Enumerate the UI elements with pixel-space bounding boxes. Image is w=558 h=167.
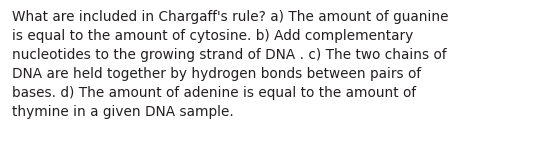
Text: What are included in Chargaff's rule? a) The amount of guanine
is equal to the a: What are included in Chargaff's rule? a)…: [12, 10, 449, 119]
